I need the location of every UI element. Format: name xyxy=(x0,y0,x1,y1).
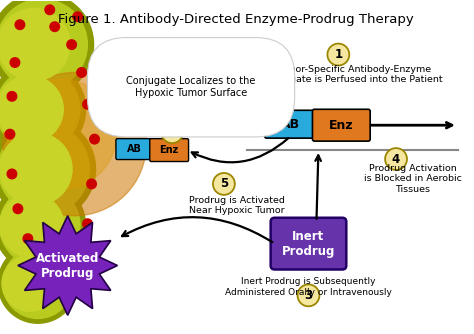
FancyBboxPatch shape xyxy=(271,218,346,270)
Circle shape xyxy=(73,12,82,21)
Circle shape xyxy=(0,133,72,205)
Circle shape xyxy=(0,8,70,81)
Circle shape xyxy=(80,249,90,259)
Circle shape xyxy=(2,256,58,311)
Circle shape xyxy=(0,0,87,90)
Circle shape xyxy=(87,179,96,189)
Circle shape xyxy=(83,100,92,109)
Text: Figure 1. Antibody-Directed Enzyme-Prodrug Therapy: Figure 1. Antibody-Directed Enzyme-Prodr… xyxy=(58,13,414,26)
Circle shape xyxy=(3,248,73,318)
Circle shape xyxy=(7,169,17,179)
Circle shape xyxy=(0,76,64,143)
Text: Tumor-Specific Antibody-Enzyme
Conjugate is Perfused into the Patient: Tumor-Specific Antibody-Enzyme Conjugate… xyxy=(264,64,443,84)
Text: 5: 5 xyxy=(220,177,228,190)
Circle shape xyxy=(213,173,235,195)
Circle shape xyxy=(7,92,17,101)
Circle shape xyxy=(385,148,407,170)
Text: Enz: Enz xyxy=(160,145,179,155)
Text: Inert
Prodrug: Inert Prodrug xyxy=(282,229,335,258)
Text: Enz: Enz xyxy=(329,119,354,132)
Text: Inert Prodrug is Subsequently
Administered Orally or Intravenously: Inert Prodrug is Subsequently Administer… xyxy=(225,278,392,297)
Text: Activated
Prodrug: Activated Prodrug xyxy=(36,252,100,280)
Text: 4: 4 xyxy=(392,153,400,166)
Circle shape xyxy=(298,285,319,306)
Text: 1: 1 xyxy=(334,48,342,61)
Circle shape xyxy=(45,5,55,15)
Circle shape xyxy=(45,254,55,263)
Circle shape xyxy=(5,129,15,139)
Text: 3: 3 xyxy=(304,289,312,302)
Circle shape xyxy=(10,58,20,67)
FancyBboxPatch shape xyxy=(150,139,189,162)
FancyBboxPatch shape xyxy=(312,109,370,141)
Text: 2: 2 xyxy=(168,126,176,139)
Text: AB: AB xyxy=(281,118,300,131)
Circle shape xyxy=(83,219,92,228)
Circle shape xyxy=(67,40,76,49)
Circle shape xyxy=(15,20,25,29)
Text: Prodrug Activation
is Blocked in Aerobic
Tissues: Prodrug Activation is Blocked in Aerobic… xyxy=(364,164,462,194)
Circle shape xyxy=(0,243,78,323)
Circle shape xyxy=(90,134,100,144)
Polygon shape xyxy=(18,216,118,315)
Circle shape xyxy=(0,61,86,157)
Circle shape xyxy=(67,264,76,273)
Circle shape xyxy=(0,124,89,214)
FancyBboxPatch shape xyxy=(264,110,317,138)
Circle shape xyxy=(328,44,349,65)
Circle shape xyxy=(0,67,80,151)
Text: Prodrug is Activated
Near Hypoxic Tumor: Prodrug is Activated Near Hypoxic Tumor xyxy=(189,196,285,215)
Circle shape xyxy=(0,185,80,266)
Circle shape xyxy=(161,121,183,143)
Circle shape xyxy=(0,194,64,258)
Circle shape xyxy=(77,68,86,77)
Circle shape xyxy=(0,117,96,221)
Circle shape xyxy=(0,0,93,96)
Text: AB: AB xyxy=(127,144,142,154)
Circle shape xyxy=(7,79,117,189)
Circle shape xyxy=(23,234,33,243)
Circle shape xyxy=(13,204,23,213)
Circle shape xyxy=(50,22,60,31)
Text: Conjugate Localizes to the
Hypoxic Tumor Surface: Conjugate Localizes to the Hypoxic Tumor… xyxy=(127,76,256,98)
Circle shape xyxy=(0,180,86,272)
Circle shape xyxy=(3,72,146,216)
FancyBboxPatch shape xyxy=(116,139,153,160)
